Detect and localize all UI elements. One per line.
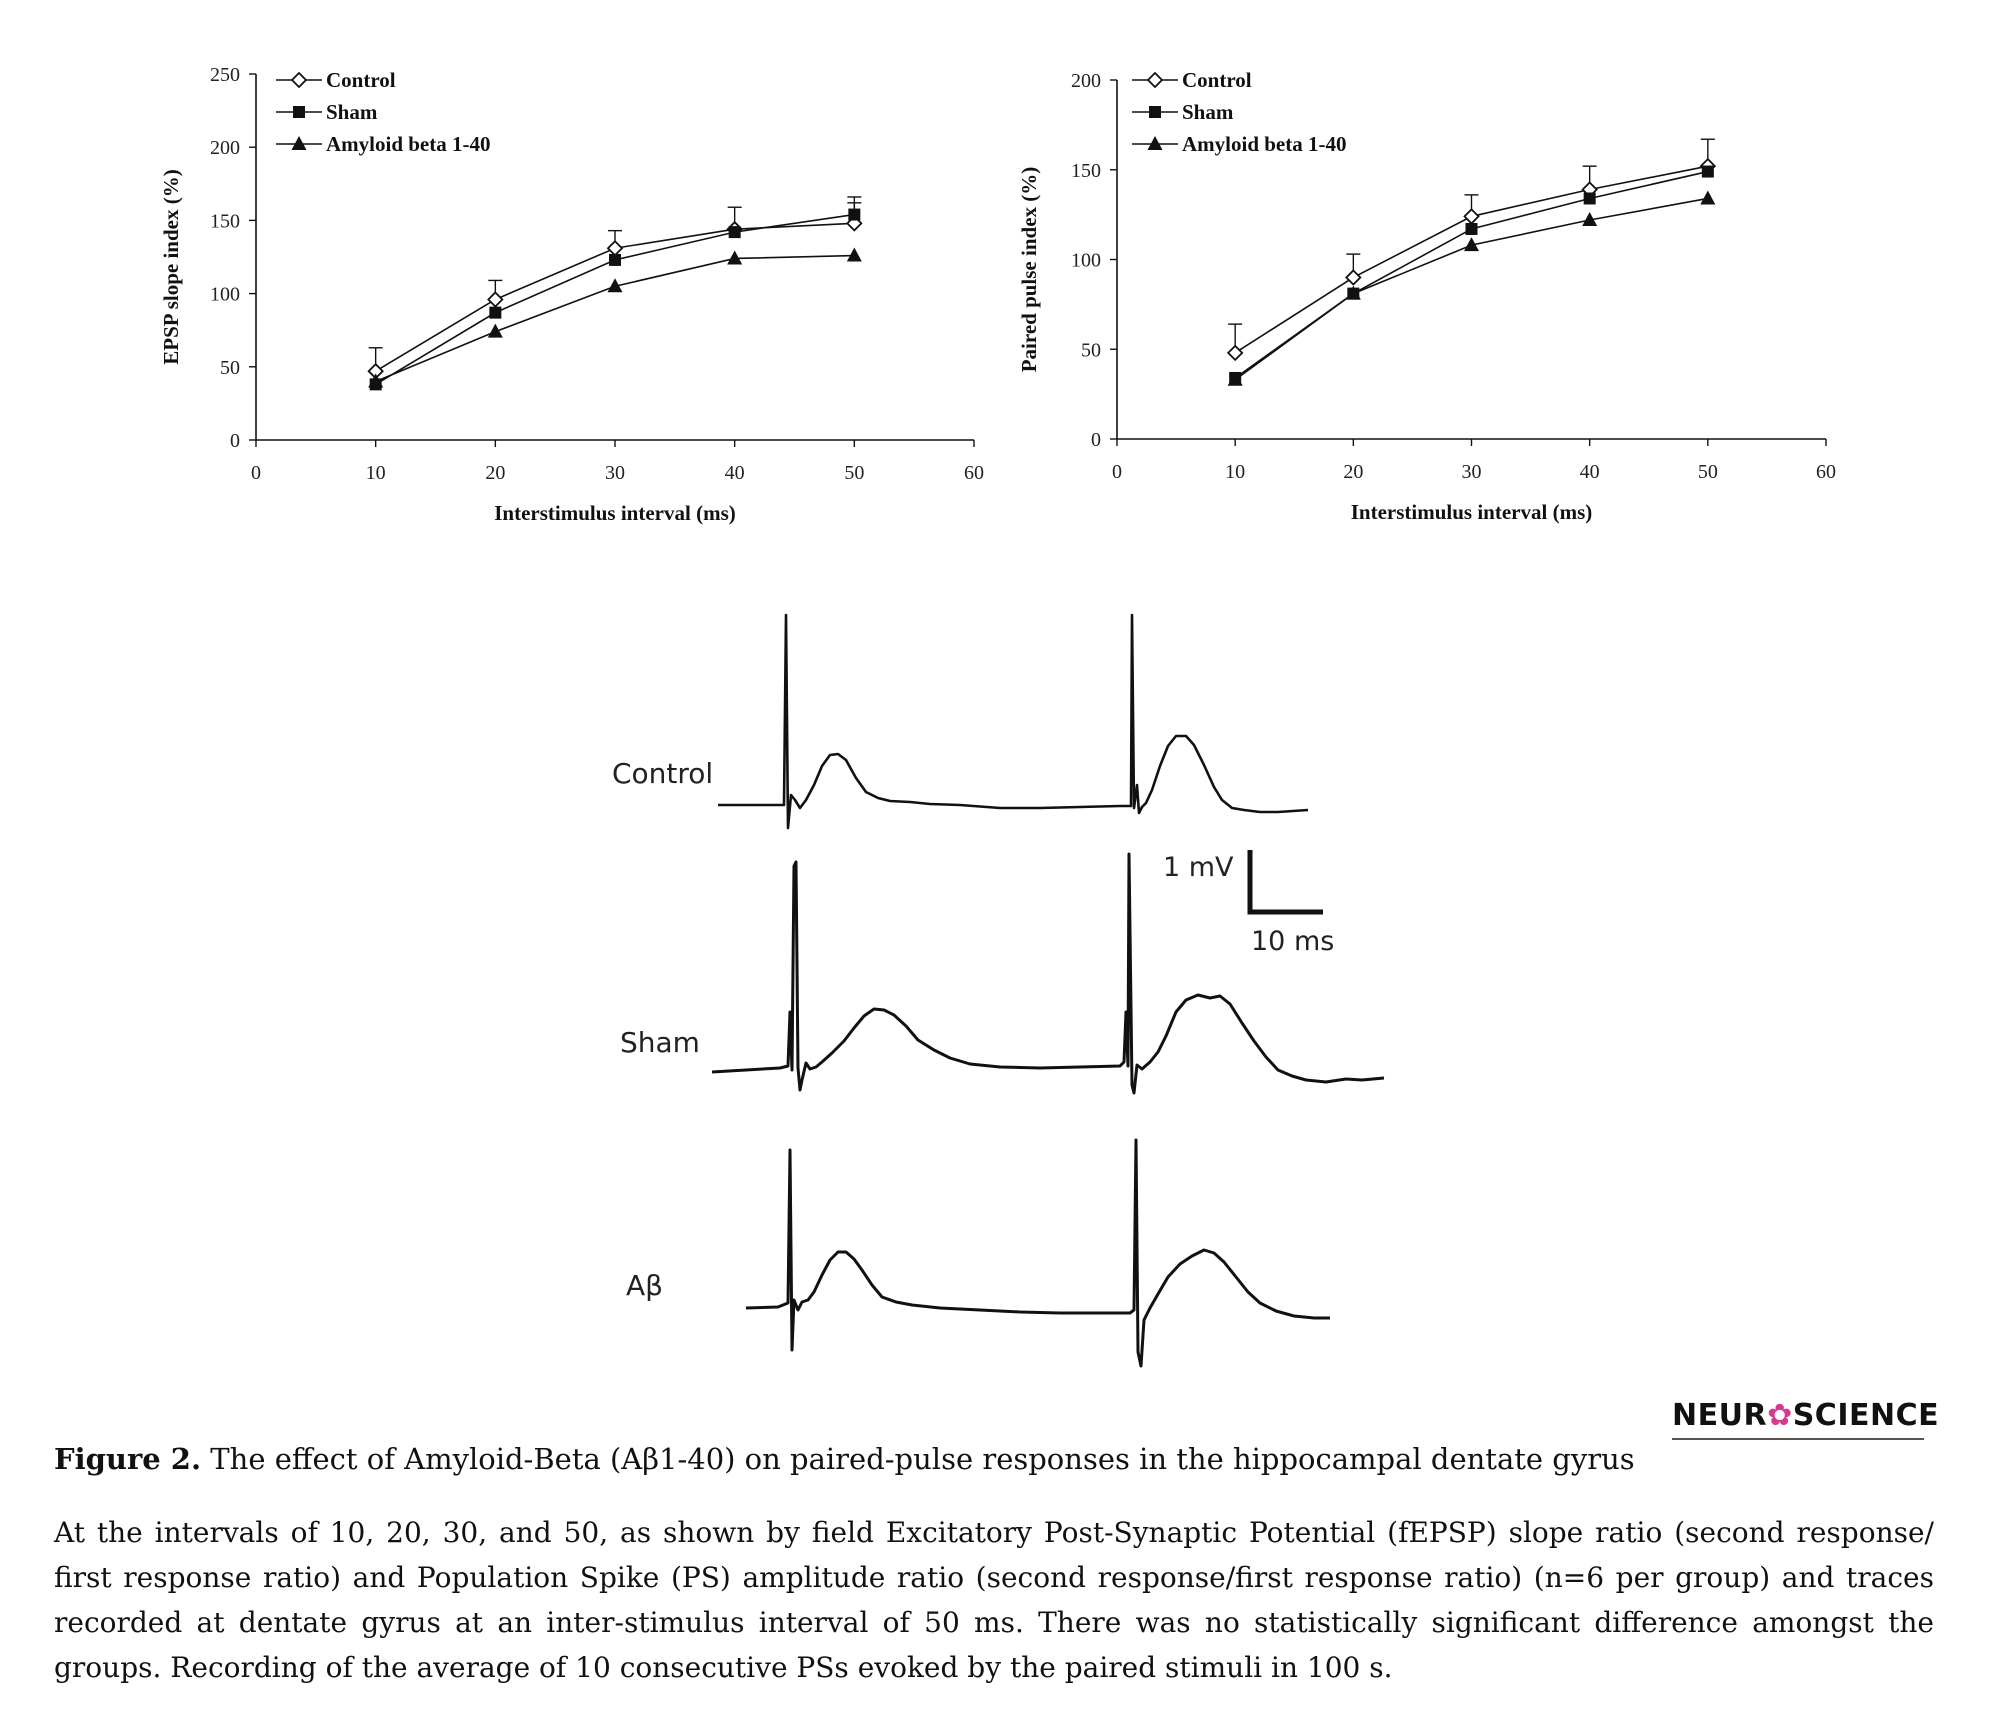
data-point [487,291,504,308]
data-point [1701,165,1714,178]
data-point [727,250,743,265]
legend-label: Sham [326,100,378,124]
x-tick-label: 30 [1462,461,1482,483]
scale-bar [1247,850,1323,915]
x-tick-label: 20 [485,462,505,484]
legend-label: Sham [1182,100,1234,124]
y-tick-label: 100 [210,284,240,306]
figure-title: The effect of Amyloid-Beta (Aβ1-40) on p… [210,1442,1635,1476]
series-amyloid-beta-1-40 [368,247,862,388]
x-axis-title: Interstimulus interval (ms) [1351,500,1592,524]
data-point [1345,285,1361,300]
x-tick-label: 0 [251,462,261,484]
data-point [487,323,503,338]
x-tick-label: 10 [1225,461,1245,483]
x-tick-label: 0 [1112,461,1122,483]
series-line [1234,165,1708,354]
trace-abeta [745,1138,1330,1368]
y-tick-label: 0 [1091,429,1101,451]
x-tick-label: 60 [964,462,984,484]
y-tick-label: 150 [210,210,240,232]
series-line [375,254,855,383]
x-tick-label: 40 [725,462,745,484]
legend-label: Amyloid beta 1-40 [1182,132,1347,156]
legend-marker [1147,136,1163,150]
y-tick-label: 200 [210,137,240,159]
data-point [848,208,861,221]
data-point [1226,344,1244,362]
legend-marker [1146,71,1164,89]
series-amyloid-beta-1-40 [1227,190,1716,386]
data-point [606,239,624,257]
data-point [1345,269,1362,286]
logo-text-end: SCIENCE [1792,1398,1940,1433]
legend-marker [291,136,307,150]
y-tick-label: 0 [230,430,240,452]
logo-text-start: NEUR [1672,1398,1768,1433]
x-axis-title: Interstimulus interval (ms) [494,501,735,525]
y-tick-label: 150 [1071,160,1101,182]
scale-bar-voltage-label: 1 mV [1163,852,1234,883]
y-tick-label: 50 [220,357,240,379]
data-point [368,373,384,388]
trace-panel: Control Sham Aβ 1 mV 10 ms [612,613,1385,1368]
figure-caption-body: At the intervals of 10, 20, 30, and 50, … [54,1516,1934,1684]
y-tick-label: 50 [1081,339,1101,361]
y-tick-label: 100 [1071,250,1101,272]
data-point [728,226,741,239]
legend-label: Control [1182,68,1252,92]
legend-marker [1149,106,1161,118]
trace-control [718,613,1309,830]
trace-sham [711,852,1385,1095]
trace-label-control: Control [612,757,713,790]
scale-bar-time-label: 10 ms [1251,926,1334,957]
neuroscience-logo: NEUR✿SCIENCE [1672,1398,1939,1440]
legend-marker [290,71,308,89]
data-point [1465,222,1478,235]
epsp-slope-chart: 0 50 100 150 200 250 0 10 20 30 40 50 60 Interstimulu… [159,64,984,525]
y-axis-title: EPSP slope index (%) [159,169,183,364]
figure-caption-title: Figure 2. The effect of Amyloid-Beta (Aβ… [54,1442,1934,1476]
legend-label: Control [326,68,396,92]
logo-flower-icon: ✿ [1767,1398,1793,1433]
x-tick-label: 30 [605,462,625,484]
data-point [846,247,862,262]
data-point [609,253,621,266]
trace-label-sham: Sham [620,1026,700,1059]
data-point [489,306,502,319]
data-point [1227,371,1243,386]
data-point [1582,212,1598,227]
y-tick-label: 200 [1071,70,1101,92]
x-tick-label: 50 [844,462,864,484]
paired-pulse-chart: 0 50 100 150 200 0 10 20 30 40 50 60 Interstimulus i… [1017,68,1836,524]
figure-number: Figure 2. [54,1442,202,1476]
data-point [607,278,623,293]
legend-label: Amyloid beta 1-40 [326,132,491,156]
y-axis-title: Paired pulse index (%) [1017,167,1041,373]
x-tick-label: 20 [1343,461,1363,483]
data-point [1463,208,1480,225]
data-point [1464,237,1479,252]
x-tick-label: 40 [1580,461,1600,483]
data-point [1700,190,1716,205]
legend: Control Sham Amyloid beta 1-40 [1132,68,1347,156]
series-control [1226,138,1717,362]
y-tick-label: 250 [210,64,240,86]
x-tick-label: 50 [1698,461,1718,483]
x-tick-label: 60 [1816,461,1836,483]
x-tick-label: 10 [366,462,386,484]
trace-label-abeta: Aβ [626,1269,663,1302]
legend-marker [293,106,305,118]
data-point [1583,192,1596,205]
legend: Control Sham Amyloid beta 1-40 [276,68,491,156]
